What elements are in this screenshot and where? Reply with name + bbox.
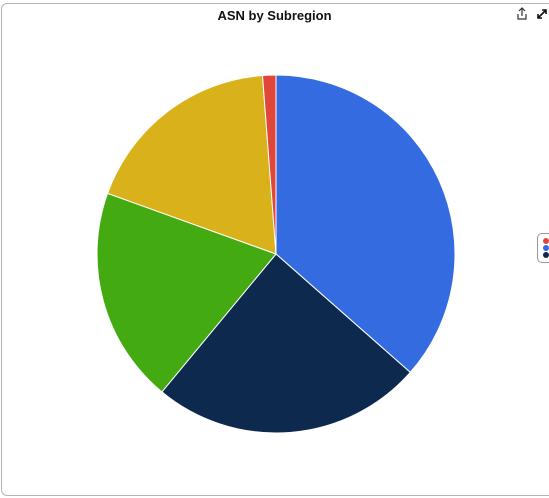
pie-slice-5[interactable] [261,74,277,255]
legend-marker-3[interactable] [543,252,549,258]
legend-marker-2[interactable] [543,245,549,251]
chart-title: ASN by Subregion [217,8,332,23]
legend-marker-1[interactable] [543,238,549,244]
pie-slice-2[interactable] [161,253,411,434]
share-icon[interactable] [515,7,529,21]
pie-slice-3[interactable] [96,192,277,393]
pie-slice-1[interactable] [275,74,456,374]
pie-slice-4[interactable] [106,74,277,255]
expand-icon[interactable] [535,7,549,21]
legend [537,233,549,263]
